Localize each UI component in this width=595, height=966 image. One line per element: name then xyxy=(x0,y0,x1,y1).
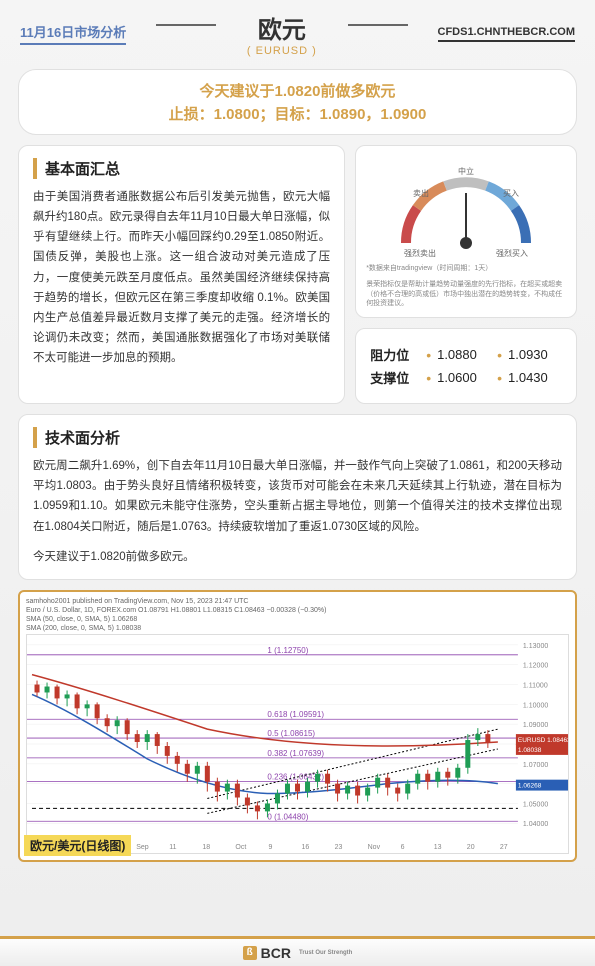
svg-text:6: 6 xyxy=(401,844,405,851)
footer-logo: ß BCR Trust Our Strength xyxy=(243,945,353,961)
svg-text:中立: 中立 xyxy=(458,166,474,176)
svg-text:1.04000: 1.04000 xyxy=(523,821,548,828)
title-sub: ( EURUSD ) xyxy=(136,45,427,57)
technical-body1: 欧元周二飙升1.69%，创下自去年11月10日最大单日涨幅，并一鼓作气向上突破了… xyxy=(33,456,562,537)
sentiment-gauge-card: 强烈卖出 卖出 中立 买入 强烈买入 *数据来自tradingview（时间周期… xyxy=(355,145,577,318)
svg-text:强烈买入: 强烈买入 xyxy=(496,249,528,258)
title-main: 欧元 xyxy=(136,10,427,45)
title-block: 欧元 ( EURUSD ) xyxy=(136,10,427,57)
svg-text:1 (1.12750): 1 (1.12750) xyxy=(267,646,308,655)
svg-text:1.05000: 1.05000 xyxy=(523,801,548,808)
svg-text:EURUSD 1.08463: EURUSD 1.08463 xyxy=(518,737,568,744)
svg-text:23: 23 xyxy=(335,844,343,851)
technical-card: 技术面分析 欧元周二飙升1.69%，创下自去年11月10日最大单日涨幅，并一鼓作… xyxy=(18,414,577,580)
chart-meta-author: samhoho2001 published on TradingView.com… xyxy=(26,598,569,605)
date-label: 11月16日市场分析 xyxy=(20,22,126,45)
svg-text:Oct: Oct xyxy=(235,844,246,851)
site-url: CFDS1.CHNTHEBCR.COM xyxy=(438,26,576,42)
svg-text:Sep: Sep xyxy=(136,844,149,851)
svg-text:0.382 (1.07639): 0.382 (1.07639) xyxy=(267,749,324,758)
gauge-disclaimer: 景荣指标仅是帮助计量趋势动量强度的先行指标，在超买或超卖（价格不合理的高或低）市… xyxy=(366,280,566,309)
fundamentals-title: 基本面汇总 xyxy=(33,158,330,179)
recommendation-card: 今天建议于1.0820前做多欧元 止损：1.0800；目标：1.0890，1.0… xyxy=(18,69,577,135)
svg-text:强烈卖出: 强烈卖出 xyxy=(404,248,436,258)
svg-text:0 (1.04480): 0 (1.04480) xyxy=(267,812,308,821)
reco-detail: 止损：1.0800；目标：1.0890，1.0900 xyxy=(31,103,564,124)
chart-sma200: SMA (200, close, 0, SMA, 5) 1.08038 xyxy=(26,625,569,632)
svg-text:Nov: Nov xyxy=(368,844,381,851)
chart-sma50: SMA (50, close, 0, SMA, 5) 1.06268 xyxy=(26,616,569,623)
svg-text:买入: 买入 xyxy=(503,189,519,198)
footer: ß BCR Trust Our Strength xyxy=(0,936,595,966)
svg-text:27: 27 xyxy=(500,844,508,851)
svg-text:20: 20 xyxy=(467,844,475,851)
sentiment-gauge: 强烈卖出 卖出 中立 买入 强烈买入 xyxy=(381,158,551,258)
svg-text:1.11000: 1.11000 xyxy=(523,682,548,689)
svg-text:1.08038: 1.08038 xyxy=(518,747,542,754)
svg-text:13: 13 xyxy=(434,844,442,851)
svg-text:1.06268: 1.06268 xyxy=(518,782,542,789)
technical-title: 技术面分析 xyxy=(33,427,562,448)
fundamentals-card: 基本面汇总 由于美国消费者通胀数据公布后引发美元抛售，欧元大幅飙升约180点。欧… xyxy=(18,145,345,404)
svg-text:1.07000: 1.07000 xyxy=(523,762,548,769)
fundamentals-body: 由于美国消费者通胀数据公布后引发美元抛售，欧元大幅飙升约180点。欧元录得自去年… xyxy=(33,187,330,368)
gauge-source: *数据来自tradingview（时间周期：1天） xyxy=(366,264,566,274)
resistance-row: 阻力位 • 1.0880 • 1.0930 xyxy=(370,345,562,364)
chart-card: samhoho2001 published on TradingView.com… xyxy=(18,590,577,862)
svg-text:0.618 (1.09591): 0.618 (1.09591) xyxy=(267,710,324,719)
svg-text:1.12000: 1.12000 xyxy=(523,663,548,670)
svg-text:1.13000: 1.13000 xyxy=(523,643,548,650)
technical-body2: 今天建议于1.0820前做多欧元。 xyxy=(33,547,562,567)
logo-icon: ß xyxy=(243,946,257,960)
reco-headline: 今天建议于1.0820前做多欧元 xyxy=(31,80,564,101)
svg-text:9: 9 xyxy=(268,844,272,851)
price-chart: 1.13000 1.12000 1.11000 1.10000 1.09000 1.080… xyxy=(26,634,569,854)
svg-text:18: 18 xyxy=(202,844,210,851)
svg-text:16: 16 xyxy=(302,844,310,851)
chart-meta-ohlc: Euro / U.S. Dollar, 1D, FOREX.com O1.087… xyxy=(26,607,569,614)
svg-text:卖出: 卖出 xyxy=(413,188,429,198)
chart-caption: 欧元/美元(日线图) xyxy=(24,835,131,856)
support-row: 支撑位 • 1.0600 • 1.0430 xyxy=(370,368,562,387)
levels-card: 阻力位 • 1.0880 • 1.0930 支撑位 • 1.0600 • 1.0… xyxy=(355,328,577,404)
svg-text:0.5 (1.08615): 0.5 (1.08615) xyxy=(267,729,315,738)
svg-text:11: 11 xyxy=(169,844,176,851)
svg-text:1.09000: 1.09000 xyxy=(523,722,548,729)
svg-text:1.10000: 1.10000 xyxy=(523,702,548,709)
header: 11月16日市场分析 欧元 ( EURUSD ) CFDS1.CHNTHEBCR… xyxy=(0,0,595,61)
